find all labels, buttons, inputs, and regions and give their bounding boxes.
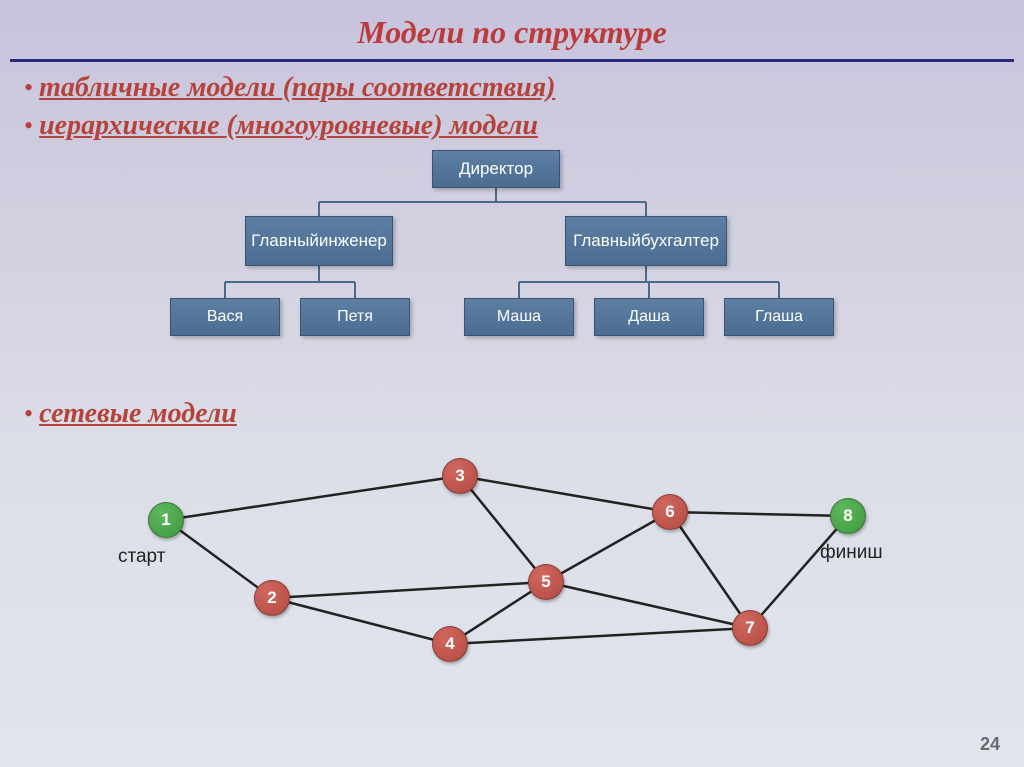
bullet-item-network: • сетевые модели bbox=[24, 398, 1024, 430]
label-start: старт bbox=[118, 546, 165, 568]
tree-node-glasha: Глаша bbox=[724, 298, 834, 336]
bullet-marker: • bbox=[24, 110, 33, 141]
tree-node-acc: Главныйбухгалтер bbox=[565, 216, 727, 266]
network-node-7: 7 bbox=[732, 610, 768, 646]
bullet-text: иерархические (многоуровневые) модели bbox=[39, 110, 538, 142]
network-node-6: 6 bbox=[652, 494, 688, 530]
label-finish: финиш bbox=[820, 542, 883, 564]
network-node-8: 8 bbox=[830, 498, 866, 534]
hierarchy-diagram: Директор Главныйинженер Главныйбухгалтер Ва… bbox=[0, 150, 1024, 380]
tree-node-petya: Петя bbox=[300, 298, 410, 336]
bullet-text: табличные модели (пары соответствия) bbox=[39, 72, 555, 104]
tree-node-masha: Маша bbox=[464, 298, 574, 336]
bullet-list-2: • сетевые модели bbox=[0, 398, 1024, 430]
bullet-item-hierarchical: • иерархические (многоуровневые) модели bbox=[24, 110, 1024, 142]
network-node-5: 5 bbox=[528, 564, 564, 600]
bullet-marker: • bbox=[24, 72, 33, 103]
network-node-1: 1 bbox=[148, 502, 184, 538]
bullet-text: сетевые модели bbox=[39, 398, 237, 430]
bullet-list: • табличные модели (пары соответствия) •… bbox=[0, 72, 1024, 142]
tree-node-root: Директор bbox=[432, 150, 560, 188]
bullet-item-tabular: • табличные модели (пары соответствия) bbox=[24, 72, 1024, 104]
page-number: 24 bbox=[980, 734, 1000, 755]
page-title: Модели по структуре bbox=[0, 0, 1024, 59]
network-node-4: 4 bbox=[432, 626, 468, 662]
network-node-3: 3 bbox=[442, 458, 478, 494]
title-divider bbox=[10, 59, 1014, 62]
tree-node-vasya: Вася bbox=[170, 298, 280, 336]
tree-node-dasha: Даша bbox=[594, 298, 704, 336]
bullet-marker: • bbox=[24, 398, 33, 429]
tree-node-eng: Главныйинженер bbox=[245, 216, 393, 266]
network-node-2: 2 bbox=[254, 580, 290, 616]
network-diagram: 1 2 3 4 5 6 7 8 старт финиш bbox=[0, 438, 1024, 688]
